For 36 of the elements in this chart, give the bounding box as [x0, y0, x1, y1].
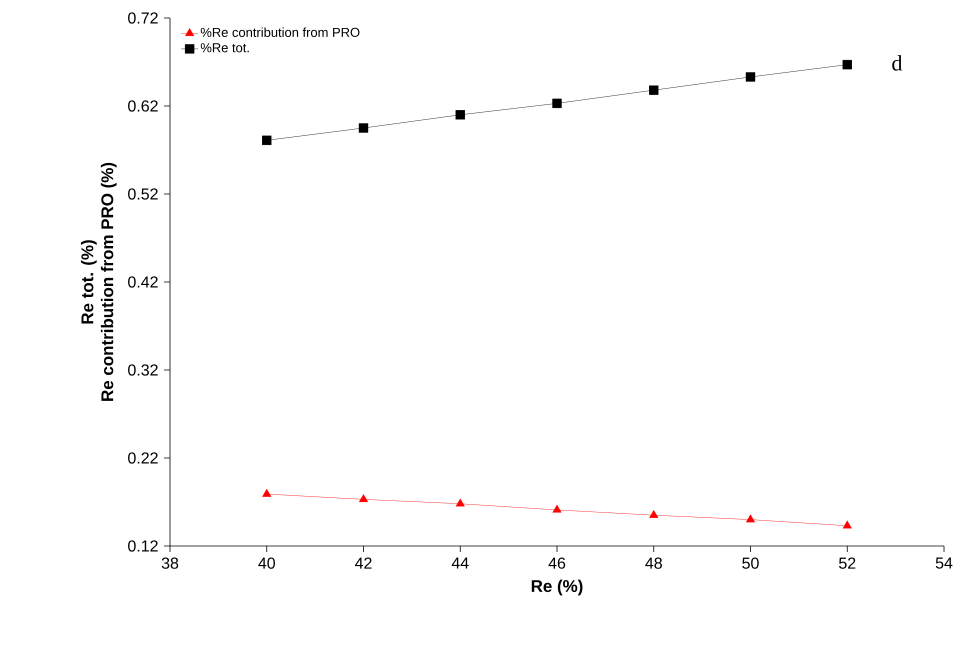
x-tick-label: 38 — [162, 558, 178, 569]
y-tick-label: 0.32 — [128, 364, 158, 376]
text: Re contribution from PRO (%) — [100, 162, 117, 401]
legend-label: %Re contribution from PRO — [200, 27, 360, 37]
x-tick-label: 48 — [645, 558, 662, 569]
x-tick-label: 44 — [452, 558, 469, 568]
point — [456, 498, 465, 506]
x-tick-label: 40 — [258, 558, 275, 569]
point — [262, 488, 272, 497]
point — [552, 504, 562, 513]
y-tick-label: 0.22 — [128, 452, 158, 464]
annotation: d — [892, 55, 902, 71]
point — [842, 520, 852, 528]
point — [358, 494, 368, 502]
x-tick-label: 52 — [839, 558, 856, 569]
point — [746, 72, 756, 82]
x-axis-title: Re (%) — [532, 580, 582, 596]
point — [746, 514, 756, 522]
x-tick-label: 54 — [936, 558, 952, 569]
legend-label: %Re tot. — [200, 43, 249, 52]
y-tick-label: 0.62 — [128, 100, 158, 112]
y-tick-label: 0.52 — [128, 188, 158, 200]
y-tick-label: 0.12 — [128, 540, 158, 552]
text: Re tot. (%) — [80, 240, 97, 324]
point — [262, 136, 272, 146]
point — [649, 510, 658, 518]
point — [358, 123, 368, 133]
y-tick-label: 0.42 — [128, 276, 158, 288]
x-tick-label: 50 — [742, 558, 759, 569]
point — [456, 110, 465, 120]
y-tick-label: 0.72 — [128, 12, 158, 24]
x-tick-label: 42 — [354, 558, 372, 569]
point — [649, 85, 658, 95]
x-tick-label: 46 — [548, 558, 566, 569]
point — [552, 98, 562, 108]
point — [842, 60, 852, 70]
